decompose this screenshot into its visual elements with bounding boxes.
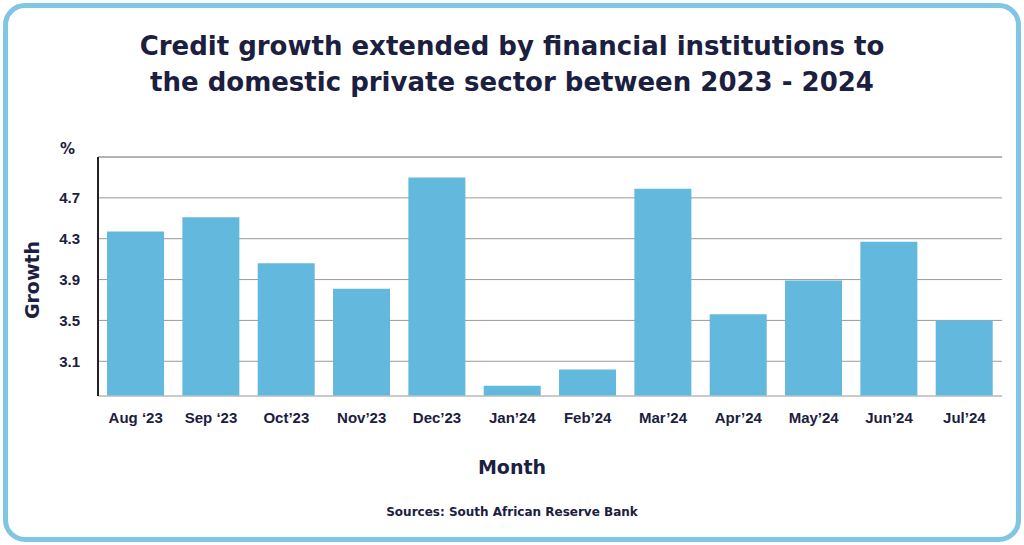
svg-text:Sep ‘23: Sep ‘23 <box>185 409 238 426</box>
svg-text:4.3: 4.3 <box>59 230 80 247</box>
svg-text:Oct’23: Oct’23 <box>263 409 309 426</box>
svg-text:Dec’23: Dec’23 <box>413 409 461 426</box>
svg-text:Apr’24: Apr’24 <box>715 409 763 426</box>
html-text:Credit growth extended by fina: Credit growth extended by financial inst… <box>139 31 885 97</box>
svg-text:Mar’24: Mar’24 <box>639 409 688 426</box>
svg-text:Aug ‘23: Aug ‘23 <box>109 409 163 426</box>
svg-text:Nov’23: Nov’23 <box>337 409 386 426</box>
svg-text:3.5: 3.5 <box>59 312 80 329</box>
svg-text:Jul’24: Jul’24 <box>943 409 986 426</box>
html-text:Growth: Growth <box>21 240 43 320</box>
svg-text:3.1: 3.1 <box>59 353 80 370</box>
svg-text:Feb’24: Feb’24 <box>564 409 612 426</box>
svg-text:May’24: May’24 <box>789 409 840 426</box>
svg-text:3.9: 3.9 <box>59 271 80 288</box>
html-text:Month: Month <box>477 456 546 478</box>
svg-text:Jun’24: Jun’24 <box>865 409 913 426</box>
svg-text:4.7: 4.7 <box>59 189 80 206</box>
html-text:Sources: South African Reserve: Sources: South African Reserve Bank <box>386 505 638 519</box>
svg-text:Jan’24: Jan’24 <box>489 409 536 426</box>
